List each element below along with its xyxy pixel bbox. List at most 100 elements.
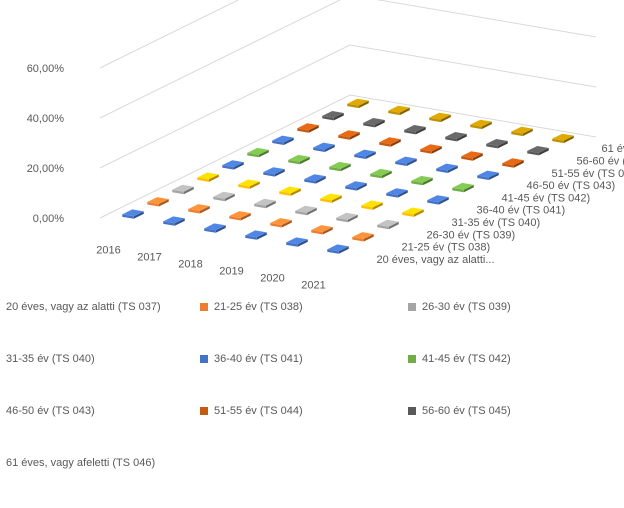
bar xyxy=(188,204,209,213)
bar xyxy=(304,174,325,183)
depth-tick-label: 31-35 év (TS 040) xyxy=(452,217,541,229)
chart-legend: 20 éves, vagy az alatti (TS 037) 21-25 év… xyxy=(0,300,624,508)
legend-item: 20 éves, vagy az alatti (TS 037) xyxy=(0,300,200,352)
chart-plot-area: 0,00%20,00%40,00%60,00% 2016201720182019… xyxy=(0,0,624,300)
legend-label: 51-55 év (TS 044) xyxy=(214,404,303,418)
x-tick-label: 2018 xyxy=(178,259,202,271)
bar xyxy=(322,111,343,120)
gridline xyxy=(100,0,596,118)
depth-tick-label: 21-25 év (TS 038) xyxy=(402,242,491,254)
legend-swatch xyxy=(408,407,416,415)
bar xyxy=(427,195,448,204)
bar xyxy=(297,123,318,132)
bar xyxy=(245,230,266,239)
bar xyxy=(370,169,391,178)
bar xyxy=(354,150,375,159)
bar xyxy=(361,201,382,210)
y-tick-label: 20,00% xyxy=(27,163,65,175)
legend-item: 36-40 év (TS 041) xyxy=(200,352,408,404)
y-tick-label: 0,00% xyxy=(33,213,64,225)
bar xyxy=(527,146,548,155)
depth-tick-label: 46-50 év (TS 043) xyxy=(527,180,616,192)
x-tick-label: 2020 xyxy=(260,273,284,285)
legend-label: 36-40 év (TS 041) xyxy=(214,352,303,366)
x-tick-label: 2021 xyxy=(301,280,325,292)
y-axis-ticks: 0,00%20,00%40,00%60,00% xyxy=(27,63,65,225)
bar xyxy=(429,113,450,122)
bar xyxy=(386,188,407,197)
bar xyxy=(204,223,225,232)
bar xyxy=(404,125,425,134)
depth-tick-label: 41-45 év (TS 042) xyxy=(502,192,591,204)
legend-label: 26-30 év (TS 039) xyxy=(422,300,511,314)
bar xyxy=(295,206,316,215)
legend-swatch xyxy=(200,407,208,415)
bar xyxy=(197,173,218,182)
depth-tick-label: 36-40 év (TS 041) xyxy=(477,205,566,217)
bar xyxy=(172,185,193,194)
bar xyxy=(402,208,423,217)
bar xyxy=(336,213,357,222)
legend-item: 31-35 év (TS 040) xyxy=(0,352,200,404)
bar xyxy=(311,225,332,234)
x-tick-label: 2016 xyxy=(96,245,120,257)
bar xyxy=(477,171,498,180)
legend-swatch xyxy=(408,355,416,363)
legend-item: 61 éves, vagy afeletti (TS 046) xyxy=(0,456,200,508)
gridline xyxy=(100,45,596,168)
bar xyxy=(329,162,350,171)
bar xyxy=(222,160,243,169)
bar xyxy=(286,237,307,246)
legend-item: 26-30 év (TS 039) xyxy=(408,300,616,352)
bar xyxy=(345,181,366,190)
bar xyxy=(411,176,432,185)
bar xyxy=(420,144,441,153)
bar xyxy=(213,192,234,201)
depth-tick-label: 20 éves, vagy az alatti... xyxy=(377,254,495,266)
x-tick-label: 2019 xyxy=(219,266,243,278)
legend-swatch xyxy=(200,303,208,311)
bar xyxy=(238,180,259,189)
legend-label: 56-60 év (TS 045) xyxy=(422,404,511,418)
bar xyxy=(388,106,409,115)
bar xyxy=(452,183,473,192)
bar xyxy=(263,167,284,176)
legend-label: 20 éves, vagy az alatti (TS 037) xyxy=(6,300,161,314)
bar xyxy=(470,120,491,129)
legend-label: 21-25 év (TS 038) xyxy=(214,300,303,314)
bar xyxy=(395,157,416,166)
bar xyxy=(147,197,168,206)
depth-tick-label: 61 éves, vagy afeletti (TS 046) xyxy=(602,143,624,155)
bar xyxy=(352,232,373,241)
bar xyxy=(502,158,523,167)
bar xyxy=(363,118,384,127)
bar xyxy=(552,134,573,143)
bar xyxy=(254,199,275,208)
bar xyxy=(247,148,268,157)
bar xyxy=(338,130,359,139)
legend-swatch xyxy=(200,355,208,363)
bar xyxy=(229,211,250,220)
bar xyxy=(461,151,482,160)
legend-item: 21-25 év (TS 038) xyxy=(200,300,408,352)
x-tick-label: 2017 xyxy=(137,252,161,264)
bar xyxy=(377,220,398,229)
legend-label: 46-50 év (TS 043) xyxy=(6,404,95,418)
y-tick-label: 40,00% xyxy=(27,113,65,125)
legend-item: 46-50 év (TS 043) xyxy=(0,404,200,456)
depth-tick-label: 56-60 év (TS 045) xyxy=(577,155,624,167)
depth-tick-label: 26-30 év (TS 039) xyxy=(427,229,516,241)
bar xyxy=(288,155,309,164)
gridline xyxy=(100,0,596,68)
legend-swatch xyxy=(408,303,416,311)
legend-item: 56-60 év (TS 045) xyxy=(408,404,616,456)
bar xyxy=(270,218,291,227)
legend-label: 61 éves, vagy afeletti (TS 046) xyxy=(6,456,155,470)
bar xyxy=(445,132,466,141)
bar xyxy=(279,187,300,196)
legend-label: 31-35 év (TS 040) xyxy=(6,352,95,366)
bar xyxy=(272,136,293,145)
bar xyxy=(313,143,334,152)
bar xyxy=(511,127,532,136)
bar xyxy=(379,137,400,146)
